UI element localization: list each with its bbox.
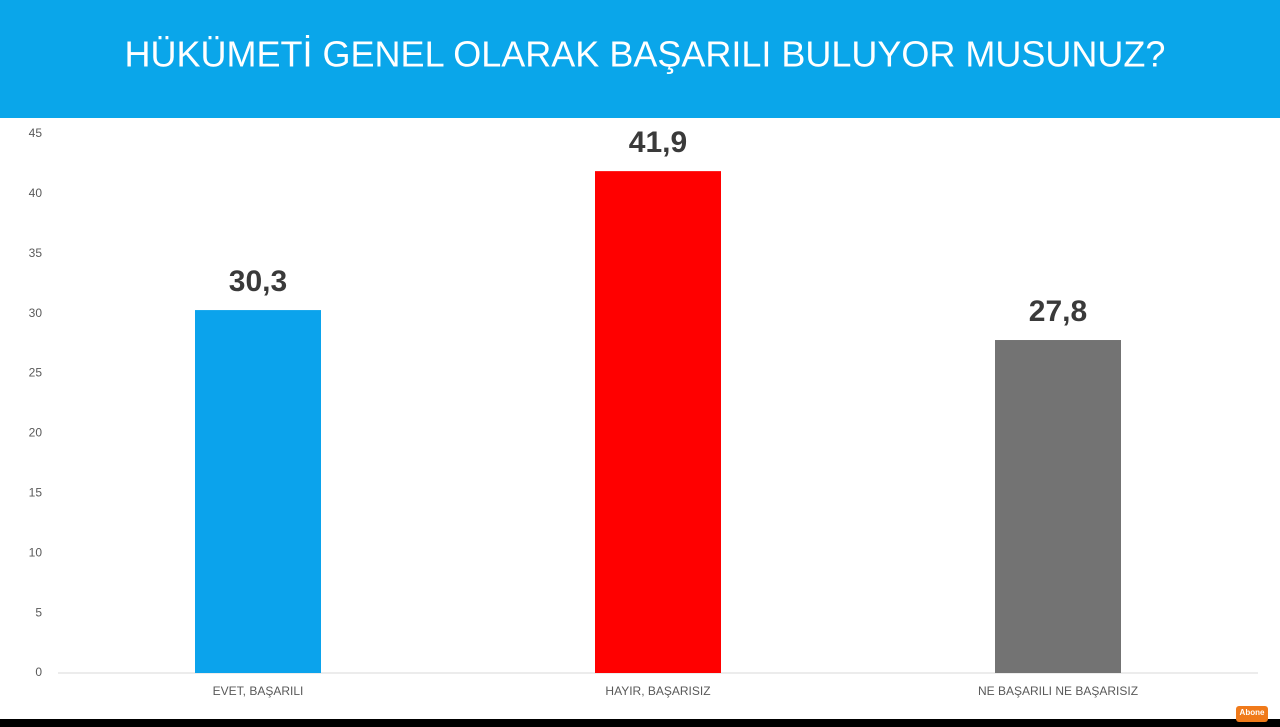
bar (195, 310, 321, 673)
y-tick-label: 30 (29, 306, 43, 320)
bar (595, 171, 721, 673)
y-tick-label: 10 (29, 545, 43, 559)
y-tick-label: 45 (29, 126, 43, 140)
badge: Abone (1240, 708, 1265, 717)
y-tick-label: 15 (29, 486, 43, 500)
value-label: 41,9 (629, 126, 687, 159)
y-tick-label: 20 (29, 426, 43, 440)
header-band (0, 0, 1280, 118)
y-tick-label: 40 (29, 186, 43, 200)
chart-title: HÜKÜMETİ GENEL OLARAK BAŞARILI BULUYOR M… (125, 34, 1166, 75)
y-tick-label: 0 (35, 665, 42, 679)
x-tick-label: NE BAŞARILI NE BAŞARISIZ (978, 684, 1138, 698)
y-tick-label: 35 (29, 246, 43, 260)
bar (995, 340, 1121, 673)
value-label: 27,8 (1029, 295, 1087, 328)
y-tick-label: 25 (29, 366, 43, 380)
y-tick-label: 5 (35, 605, 42, 619)
bottom-strip (0, 719, 1280, 727)
badge-box (1236, 706, 1268, 722)
x-tick-label: EVET, BAŞARILI (213, 684, 304, 698)
value-label: 30,3 (229, 265, 287, 298)
x-tick-label: HAYIR, BAŞARISIZ (605, 684, 710, 698)
